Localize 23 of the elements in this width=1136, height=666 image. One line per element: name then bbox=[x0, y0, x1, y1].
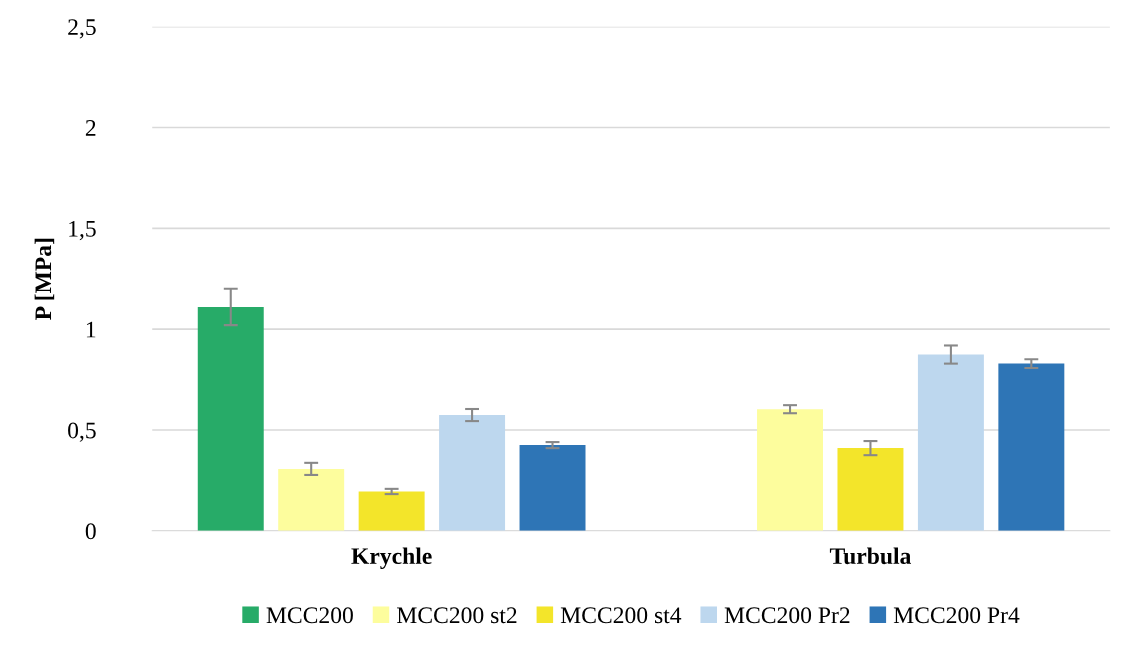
y-axis-title: P [MPa] bbox=[34, 238, 55, 320]
bar bbox=[519, 445, 586, 531]
bar bbox=[439, 415, 506, 531]
y-tick-label: 2 bbox=[85, 120, 96, 136]
legend-label: MCC200 Pr4 bbox=[893, 607, 1020, 624]
legend-label: MCC200 st4 bbox=[560, 607, 682, 624]
bar bbox=[358, 491, 425, 531]
y-tick-label: 0,5 bbox=[68, 422, 96, 442]
bar bbox=[998, 363, 1065, 531]
x-tick-label: Krychle bbox=[351, 547, 432, 569]
bar bbox=[278, 468, 345, 531]
bar bbox=[757, 409, 823, 531]
y-tick-label: 1 bbox=[86, 321, 96, 338]
legend-label: MCC200 bbox=[266, 607, 353, 624]
legend-label: MCC200 st2 bbox=[397, 607, 517, 624]
y-tick-label: 0 bbox=[85, 523, 96, 540]
y-tick-label: 1,5 bbox=[69, 220, 96, 241]
x-tick-label: Turbula bbox=[829, 547, 912, 565]
y-tick-label: 2,5 bbox=[68, 19, 96, 39]
legend-label: MCC200 Pr2 bbox=[724, 607, 850, 624]
bar bbox=[837, 448, 904, 531]
bar bbox=[197, 306, 264, 531]
bar bbox=[917, 354, 984, 531]
